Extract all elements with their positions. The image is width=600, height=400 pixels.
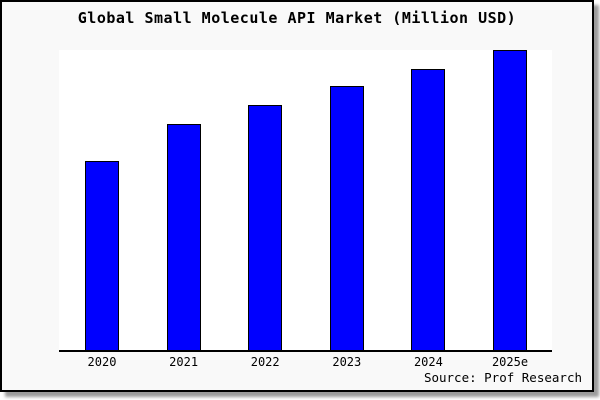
bar-2023 bbox=[329, 86, 364, 350]
chart-title: Global Small Molecule API Market (Millio… bbox=[77, 9, 517, 27]
bar-2024 bbox=[411, 68, 446, 350]
x-tick-label-2024: 2024 bbox=[413, 355, 443, 369]
source-text: Source: Prof Research bbox=[423, 370, 582, 385]
bar-2025e bbox=[493, 50, 527, 350]
bar-2021 bbox=[166, 124, 201, 350]
plot-area bbox=[59, 50, 552, 352]
chart-card: Global Small Molecule API Market (Millio… bbox=[0, 0, 594, 392]
x-tick-label-2025e: 2025e bbox=[491, 355, 529, 369]
bar-2020 bbox=[85, 161, 119, 350]
x-tick-label-2023: 2023 bbox=[332, 355, 362, 369]
bar-2022 bbox=[248, 104, 283, 350]
x-tick-label-2020: 2020 bbox=[87, 355, 117, 369]
x-tick-label-2022: 2022 bbox=[250, 355, 280, 369]
x-tick-label-2021: 2021 bbox=[169, 355, 199, 369]
